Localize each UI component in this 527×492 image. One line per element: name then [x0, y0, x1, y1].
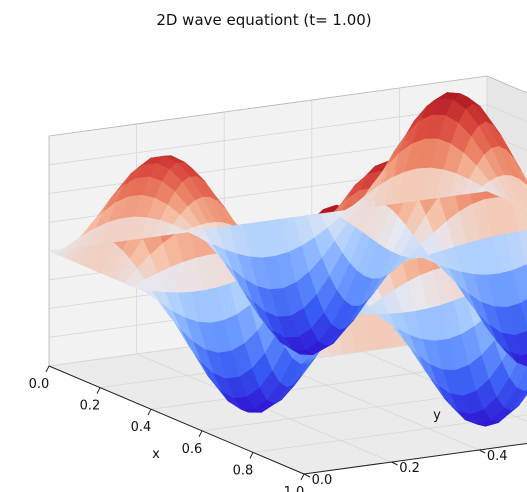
- x-tick-mark: [147, 408, 152, 416]
- x-tick-mark: [45, 365, 50, 373]
- gridline-x: [150, 357, 527, 410]
- gridline-z: [48, 104, 527, 166]
- x-tick-mark: [249, 452, 254, 459]
- x-axis-line: [48, 365, 305, 475]
- gridline-x: [201, 385, 527, 432]
- x-tick-mark: [198, 430, 203, 438]
- tick-labels: 0.00.20.40.60.81.00.00.20.40.60.81.0−2.0…: [29, 377, 508, 492]
- x-tick-label: 1.0: [284, 485, 305, 492]
- x-tick-label: 0.0: [29, 377, 50, 392]
- x-axis-label: x: [152, 447, 160, 462]
- y-tick-label: 0.4: [487, 449, 508, 464]
- surface: [48, 92, 527, 427]
- y-axis-label: y: [433, 408, 441, 423]
- x-tick-label: 0.6: [182, 442, 203, 457]
- y-tick-mark: [303, 473, 311, 478]
- x-tick-label: 0.4: [131, 420, 152, 435]
- y-tick-label: 0.0: [312, 473, 333, 488]
- y-tick-mark: [478, 449, 486, 454]
- axes: [45, 365, 527, 481]
- y-tick-mark: [391, 461, 398, 466]
- x-tick-mark: [300, 473, 305, 481]
- x-tick-mark: [96, 387, 101, 394]
- surface-patch: [48, 244, 70, 255]
- gridline-x: [252, 414, 527, 453]
- chart-title: 2D wave equationt (t= 1.00): [156, 11, 371, 29]
- x-tick-label: 0.2: [80, 399, 101, 414]
- y-axis-line: [303, 442, 527, 475]
- x-tick-label: 0.8: [233, 463, 254, 478]
- y-tick-label: 0.2: [399, 461, 420, 476]
- pane-edge: [48, 75, 527, 137]
